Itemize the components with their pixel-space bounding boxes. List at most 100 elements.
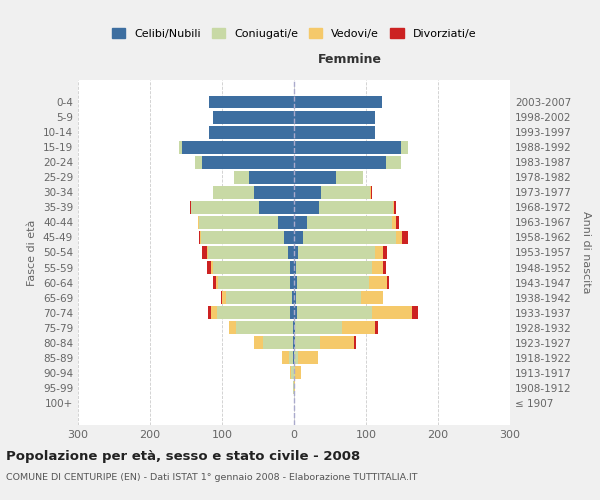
Bar [372, 261, 383, 274]
Bar [376, 246, 383, 259]
Bar [202, 156, 294, 168]
Bar [191, 201, 259, 214]
Bar [387, 276, 389, 289]
Bar [214, 276, 216, 289]
Bar [290, 366, 291, 379]
Bar [298, 352, 319, 364]
Bar [294, 186, 322, 198]
Text: Popolazione per età, sesso e stato civile - 2008: Popolazione per età, sesso e stato civil… [6, 450, 360, 463]
Bar [278, 216, 294, 229]
Bar [211, 306, 217, 319]
Bar [284, 231, 294, 244]
Y-axis label: Fasce di età: Fasce di età [28, 220, 37, 286]
Bar [386, 156, 401, 168]
Bar [182, 141, 294, 154]
Bar [294, 96, 382, 108]
Bar [394, 201, 396, 214]
Bar [295, 322, 342, 334]
Bar [209, 96, 294, 108]
Bar [369, 276, 387, 289]
Bar [233, 171, 250, 183]
Bar [290, 306, 294, 319]
Bar [292, 291, 294, 304]
Bar [221, 291, 222, 304]
Bar [373, 306, 412, 319]
Bar [297, 276, 369, 289]
Bar [336, 171, 363, 183]
Bar [294, 291, 296, 304]
Bar [307, 216, 392, 229]
Bar [229, 322, 236, 334]
Bar [294, 246, 298, 259]
Bar [290, 261, 294, 274]
Bar [342, 322, 374, 334]
Bar [289, 352, 293, 364]
Bar [202, 246, 207, 259]
Bar [199, 216, 278, 229]
Bar [296, 291, 361, 304]
Bar [320, 336, 355, 349]
Bar [208, 306, 211, 319]
Bar [370, 186, 371, 198]
Bar [194, 156, 202, 168]
Bar [288, 246, 294, 259]
Bar [396, 231, 402, 244]
Bar [412, 306, 418, 319]
Bar [209, 126, 294, 138]
Bar [293, 382, 294, 394]
Bar [222, 291, 226, 304]
Bar [294, 141, 401, 154]
Bar [298, 246, 376, 259]
Bar [392, 216, 395, 229]
Bar [383, 246, 387, 259]
Bar [294, 382, 295, 394]
Bar [371, 186, 372, 198]
Bar [294, 366, 295, 379]
Bar [217, 306, 290, 319]
Bar [263, 336, 293, 349]
Y-axis label: Anni di nascita: Anni di nascita [581, 211, 591, 294]
Bar [294, 156, 386, 168]
Bar [200, 231, 201, 244]
Bar [214, 110, 294, 124]
Bar [250, 171, 294, 183]
Bar [216, 276, 218, 289]
Bar [293, 352, 294, 364]
Bar [295, 366, 301, 379]
Bar [291, 366, 294, 379]
Bar [282, 352, 289, 364]
Bar [207, 261, 211, 274]
Bar [294, 201, 319, 214]
Bar [197, 216, 198, 229]
Bar [236, 322, 293, 334]
Bar [355, 336, 356, 349]
Bar [374, 322, 377, 334]
Bar [259, 201, 294, 214]
Bar [208, 246, 288, 259]
Bar [322, 186, 370, 198]
Bar [294, 216, 307, 229]
Bar [198, 216, 199, 229]
Bar [226, 291, 292, 304]
Bar [211, 261, 212, 274]
Bar [254, 336, 263, 349]
Bar [395, 216, 399, 229]
Bar [319, 201, 392, 214]
Bar [212, 261, 290, 274]
Bar [402, 231, 408, 244]
Bar [293, 322, 294, 334]
Bar [190, 201, 191, 214]
Text: COMUNE DI CENTURIPE (EN) - Dati ISTAT 1° gennaio 2008 - Elaborazione TUTTITALIA.: COMUNE DI CENTURIPE (EN) - Dati ISTAT 1°… [6, 472, 418, 482]
Bar [294, 322, 295, 334]
Bar [212, 186, 254, 198]
Text: Femmine: Femmine [318, 53, 382, 66]
Bar [293, 336, 294, 349]
Bar [179, 141, 182, 154]
Bar [294, 276, 297, 289]
Bar [294, 336, 295, 349]
Bar [383, 261, 386, 274]
Bar [294, 352, 298, 364]
Bar [296, 261, 372, 274]
Bar [254, 186, 294, 198]
Bar [294, 110, 374, 124]
